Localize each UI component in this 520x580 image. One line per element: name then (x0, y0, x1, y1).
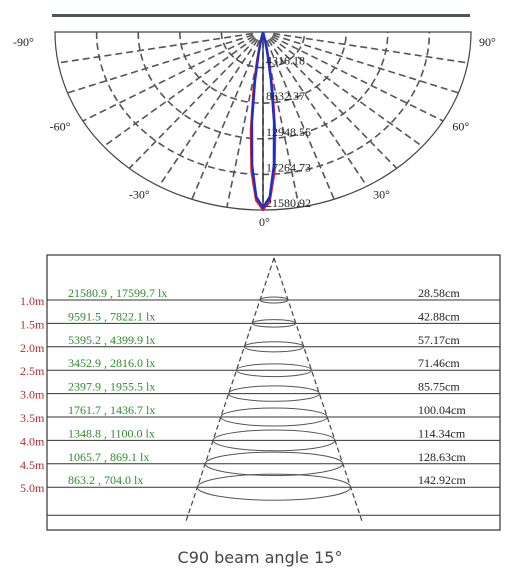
distance-label: 2.0m (20, 341, 45, 355)
distance-label: 1.5m (20, 317, 45, 331)
polar-angle-label-right: 60° (452, 120, 469, 134)
polar-grid-spoke (270, 37, 423, 148)
illuminance-value: 3452.9 , 2816.0 lx (68, 356, 155, 370)
beam-ellipse (204, 451, 344, 476)
distance-label: 4.5m (20, 458, 45, 472)
illuminance-value: 1348.8 , 1100.0 lx (68, 426, 155, 440)
beam-ellipse (235, 363, 313, 378)
table-frame (46, 254, 501, 531)
polar-grid-spoke (103, 37, 256, 148)
polar-angle-label-left: -90° (13, 35, 34, 49)
beam-diameter-value: 114.34cm (418, 426, 466, 440)
illuminance-value: 21580.9 , 17599.7 lx (68, 286, 167, 300)
polar-grid-spoke (269, 38, 398, 169)
beam-diameter-value: 28.58cm (418, 286, 460, 300)
distance-label: 1.0m (20, 294, 45, 308)
beam-diameter-value: 42.88cm (418, 309, 460, 323)
polar-angle-label-right: 30° (373, 187, 390, 201)
polar-angle-label-bottom: 0° (259, 215, 270, 229)
header-bar (52, 14, 470, 17)
illuminance-value: 2397.9 , 1955.5 lx (68, 380, 155, 394)
beam-ellipse (259, 296, 289, 304)
polar-radial-label: 12948.55 (266, 125, 311, 139)
polar-radial-label: 17264.73 (266, 160, 311, 174)
illuminance-value: 9591.5 , 7822.1 lx (68, 309, 155, 323)
polar-grid-spoke (67, 34, 254, 94)
distance-label: 2.5m (20, 364, 45, 378)
illuminance-value: 1761.7 , 1436.7 lx (68, 403, 155, 417)
beam-ellipse (212, 429, 336, 452)
beam-ellipse (251, 319, 297, 328)
polar-angle-label-left: -30° (129, 187, 150, 201)
polar-grid-spoke (128, 38, 257, 169)
polar-grid-spoke (271, 35, 444, 122)
beam-diameter-value: 128.63cm (418, 450, 466, 464)
distance-label: 3.0m (20, 388, 45, 402)
polar-grid-spoke (191, 40, 261, 200)
beam-ellipse (196, 473, 352, 501)
polar-diagram: 4316.18 8632.37 12948.55 17264.73 21580.92 -9… (13, 31, 496, 229)
polar-radial-label: 8632.37 (266, 89, 305, 103)
polar-radial-label: 21580.92 (266, 196, 311, 210)
chart-caption: C90 beam angle 15° (177, 548, 343, 567)
beam-diameter-value: 100.04cm (418, 403, 466, 417)
beam-ellipse (228, 385, 320, 402)
polar-grid-spoke (58, 32, 253, 64)
beam-cone-left (185, 257, 275, 522)
polar-grid-spoke (265, 40, 335, 200)
polar-outer-boundary (54, 31, 472, 211)
beam-cone-right (273, 257, 363, 522)
polar-angle-label-left: -60° (50, 120, 71, 134)
distance-label: 3.5m (20, 411, 45, 425)
polar-angle-label-right: 90° (479, 35, 496, 49)
polar-grid-spoke (158, 39, 259, 187)
beam-table: 1.0m 21580.9 , 17599.7 lx 28.58cm 1.5m 9591.… (20, 254, 501, 531)
distance-label: 4.0m (20, 434, 45, 448)
illuminance-value: 863.2 , 704.0 lx (68, 473, 143, 487)
beam-diameter-value: 71.46cm (418, 356, 460, 370)
polar-grid-spoke (82, 35, 255, 122)
beam-diameter-value: 85.75cm (418, 380, 460, 394)
polar-grid-spoke (267, 39, 368, 187)
illuminance-value: 5395.2 , 4399.9 lx (68, 333, 155, 347)
beam-diameter-value: 142.92cm (418, 473, 466, 487)
beam-ellipse (243, 341, 305, 353)
illuminance-value: 1065.7 , 869.1 lx (68, 450, 149, 464)
beam-diameter-value: 57.17cm (418, 333, 460, 347)
polar-radial-label: 4316.18 (266, 54, 305, 68)
distance-label: 5.0m (20, 481, 45, 495)
polar-curve-series-2 (250, 31, 276, 209)
beam-ellipse (220, 407, 328, 427)
